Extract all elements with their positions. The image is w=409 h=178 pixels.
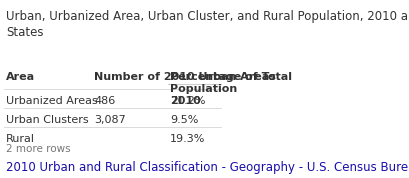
- Text: Number of 2010 Urban Areas: Number of 2010 Urban Areas: [94, 72, 276, 82]
- Text: 2 more rows: 2 more rows: [6, 144, 70, 154]
- Text: Area: Area: [6, 72, 35, 82]
- Text: 2010 Urban and Rural Classification - Geography - U.S. Census Bureau: 2010 Urban and Rural Classification - Ge…: [6, 161, 409, 174]
- Text: Percentage of Total
Population
2010: Percentage of Total Population 2010: [169, 72, 291, 106]
- Text: Urbanized Areas: Urbanized Areas: [6, 96, 97, 106]
- Text: 486: 486: [94, 96, 115, 106]
- Text: 9.5%: 9.5%: [169, 115, 198, 125]
- Text: Urban, Urbanized Area, Urban Cluster, and Rural Population, 2010 and 2000: Unite: Urban, Urbanized Area, Urban Cluster, an…: [6, 10, 409, 39]
- Text: 71.2%: 71.2%: [169, 96, 205, 106]
- Text: Urban Clusters: Urban Clusters: [6, 115, 88, 125]
- Text: Rural: Rural: [6, 134, 35, 144]
- Text: 3,087: 3,087: [94, 115, 126, 125]
- Text: 19.3%: 19.3%: [169, 134, 204, 144]
